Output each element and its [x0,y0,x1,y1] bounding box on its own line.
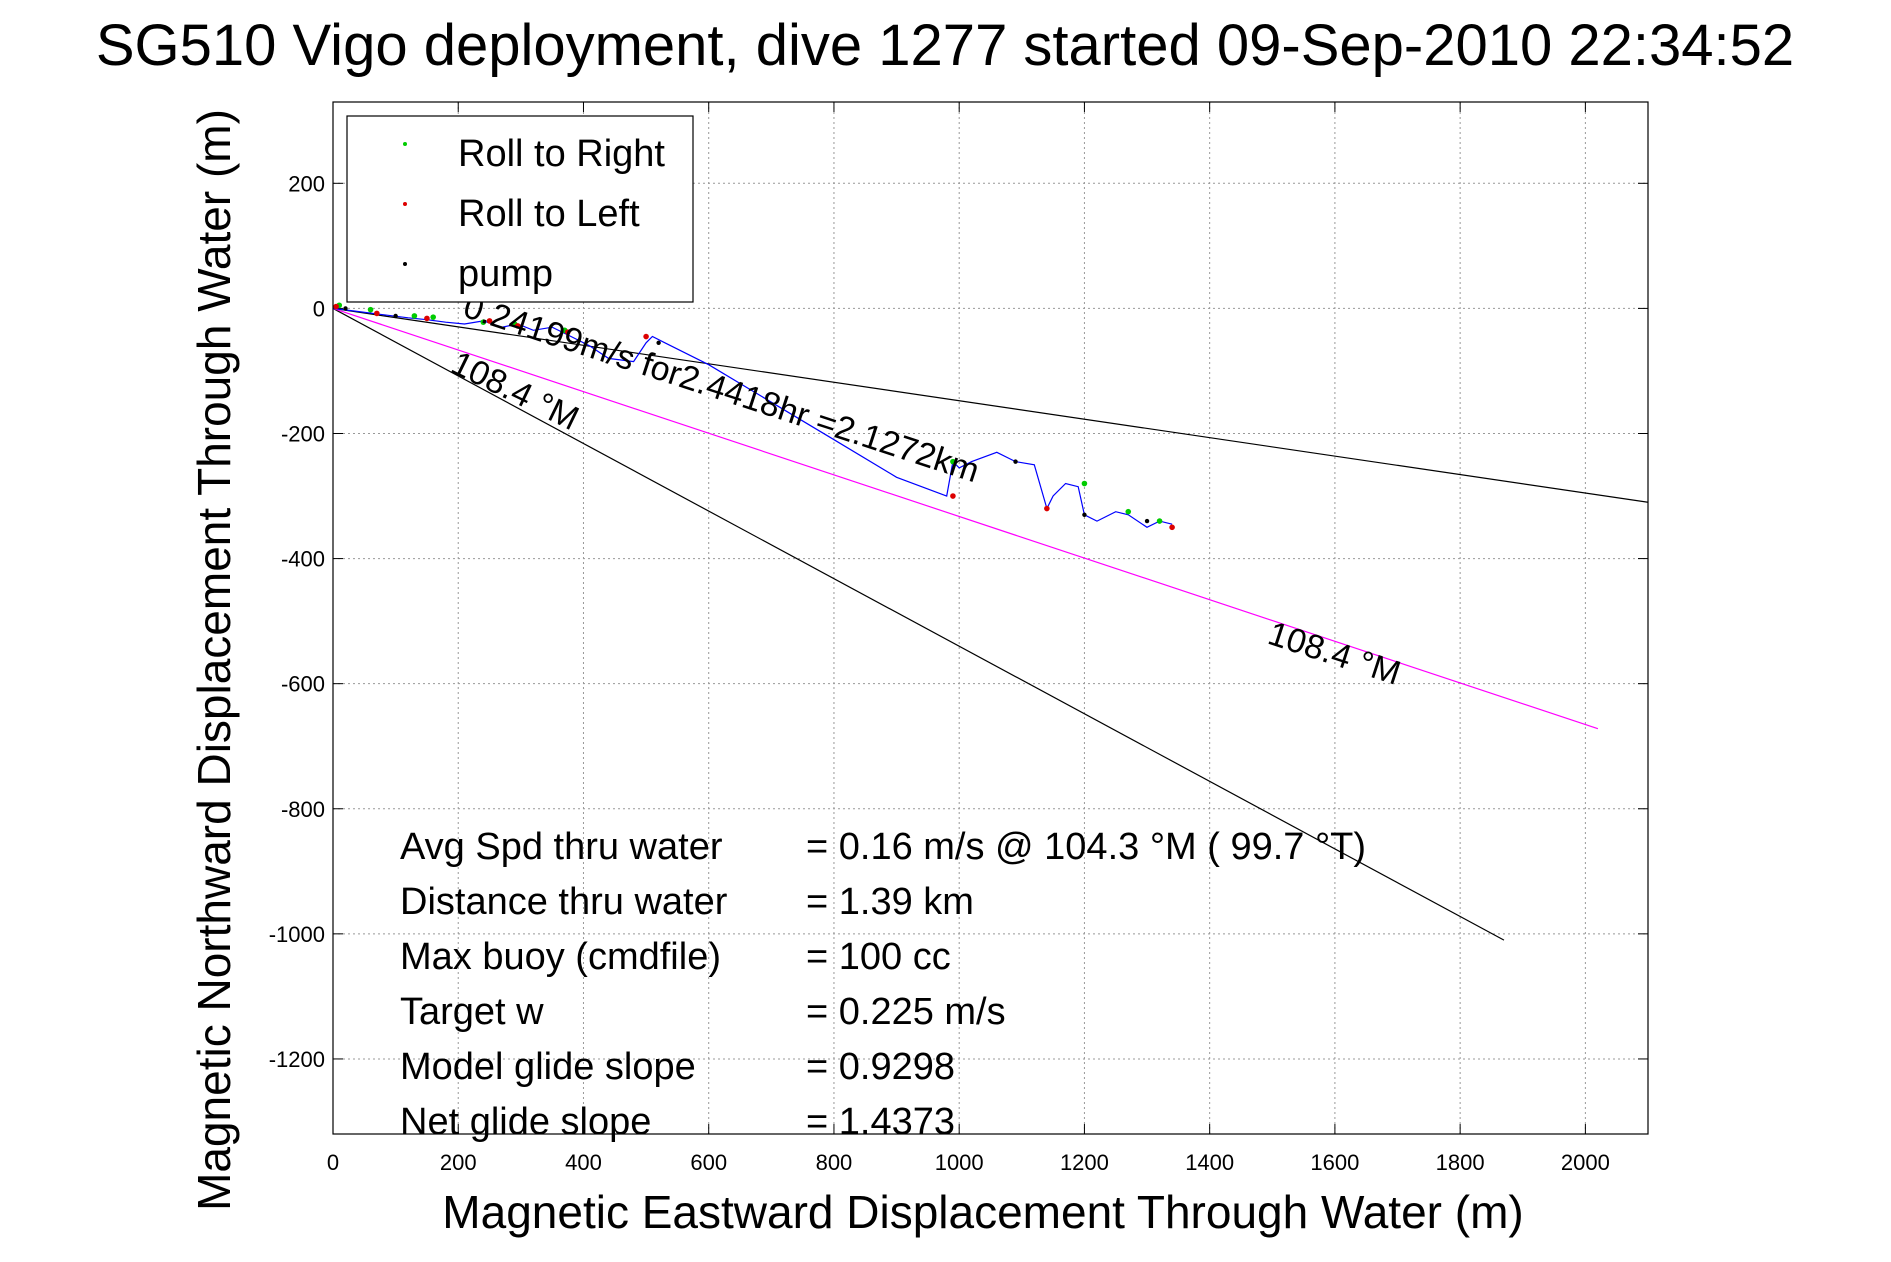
roll-left-point [950,493,956,499]
plot-frame [332,101,1649,1135]
x-tick-label: 1000 [935,1150,984,1175]
x-tick-label: 2000 [1561,1150,1610,1175]
stat-value: = 0.16 m/s @ 104.3 °M ( 99.7 °T) [806,826,1366,868]
legend-label: pump [458,253,553,295]
x-tick-label: 1400 [1185,1150,1234,1175]
pump-point [393,313,398,319]
x-tick-label: 400 [565,1150,602,1175]
x-tick-label: 800 [816,1150,853,1175]
stat-label: Max buoy (cmdfile) [400,936,721,978]
y-tick-label: -200 [281,421,325,446]
stat-label: Target w [400,991,544,1033]
roll-right-point [950,458,956,465]
roll-right-point [1081,480,1088,487]
stat-value: = 1.4373 [806,1101,955,1143]
x-tick-label: 200 [440,1150,477,1175]
pump-point [1144,518,1150,524]
stat-value: = 100 cc [806,936,951,978]
y-tick-label: 200 [288,171,325,196]
pump-point [1013,459,1018,464]
x-tick-label: 0 [327,1150,339,1175]
x-tick-label: 1200 [1060,1150,1109,1175]
roll-left-point [333,303,339,310]
pump-point [1082,512,1087,517]
y-tick-label: -800 [281,797,325,822]
reference-line [333,307,1599,730]
roll-left-point [565,329,571,335]
roll-left-point [424,315,430,322]
reference-line [333,307,1505,941]
stat-value: = 1.39 km [806,881,974,923]
stat-value: = 0.9298 [806,1046,955,1088]
roll-left-point [514,323,521,329]
roll-left-point [374,310,380,317]
roll-right-point [430,314,436,320]
roll-right-point [1125,508,1132,515]
roll-right-point [480,319,487,325]
stat-label: Net glide slope [400,1101,651,1143]
legend-box [346,115,694,303]
roll-right-point [411,313,418,319]
y-tick-label: -1200 [269,1047,325,1072]
series-group [333,302,1648,941]
stat-label: Avg Spd thru water [400,826,723,868]
y-tick-label: 0 [313,296,325,321]
legend-marker [403,202,407,206]
stat-label: Model glide slope [400,1046,696,1088]
legend-label: Roll to Right [458,133,665,175]
roll-right-point [1156,518,1163,524]
roll-left-point [1044,505,1050,512]
legend-marker [403,262,407,266]
x-tick-label: 1800 [1436,1150,1485,1175]
legend-marker [403,142,407,146]
x-tick-label: 1600 [1310,1150,1359,1175]
x-tick-label: 600 [690,1150,727,1175]
pump-point [343,306,348,311]
chart-title: SG510 Vigo deployment, dive 1277 started… [96,13,1794,78]
stat-label: Distance thru water [400,881,728,923]
roll-left-point [643,333,649,340]
roll-right-point [367,306,374,313]
stat-value: = 0.225 m/s [806,991,1006,1033]
y-tick-label: -400 [281,547,325,572]
x-axis-label: Magnetic Eastward Displacement Through W… [442,1186,1523,1238]
y-axis-label: Magnetic Northward Displacement Through … [188,109,240,1211]
y-tick-label: -600 [281,672,325,697]
legend-label: Roll to Left [458,193,640,235]
roll-left-point [486,318,493,324]
y-tick-label: -1000 [269,922,325,947]
track-line [333,307,1173,528]
reference-line [333,307,1648,503]
pump-point [656,340,661,345]
roll-left-point [1169,524,1175,531]
